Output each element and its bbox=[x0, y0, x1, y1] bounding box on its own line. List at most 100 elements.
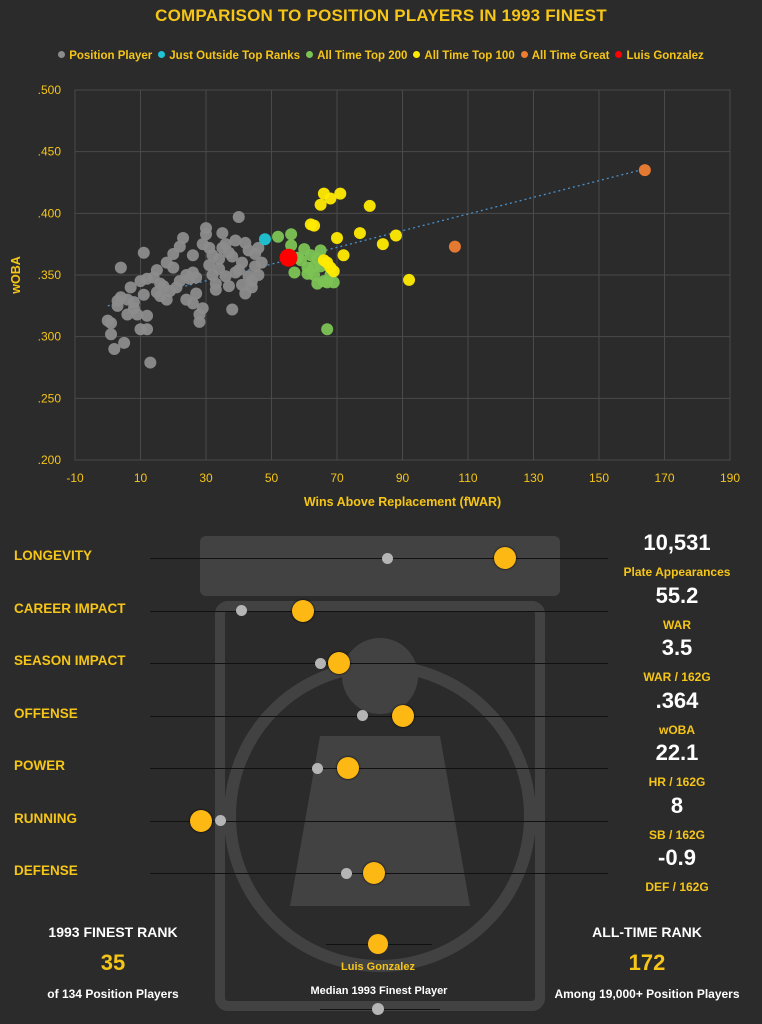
median-dot bbox=[214, 815, 226, 826]
data-point bbox=[127, 302, 140, 315]
data-point bbox=[141, 323, 154, 336]
data-point bbox=[141, 309, 154, 322]
legend-dot-icon bbox=[158, 51, 166, 59]
x-tick-label: 30 bbox=[199, 471, 213, 485]
x-tick-label: 10 bbox=[134, 471, 148, 485]
median-dot bbox=[340, 867, 352, 879]
data-point bbox=[114, 261, 127, 274]
data-point bbox=[219, 238, 232, 251]
player-dot bbox=[336, 757, 359, 779]
legend-dot-icon bbox=[58, 51, 66, 59]
metric-line bbox=[150, 715, 608, 717]
x-tick-label: 130 bbox=[523, 471, 543, 485]
baseball-card-watermark-icon bbox=[200, 536, 560, 1011]
player-dot bbox=[494, 547, 517, 569]
data-point bbox=[186, 297, 199, 310]
legend-dot-icon bbox=[413, 51, 421, 59]
data-point bbox=[160, 293, 173, 306]
legend-item: Just Outside Top Ranks bbox=[158, 50, 300, 62]
x-tick-label: 190 bbox=[720, 471, 740, 485]
data-point bbox=[213, 252, 226, 265]
key-median-dot bbox=[372, 1003, 384, 1015]
stat-value: 3.5 bbox=[661, 635, 693, 660]
x-tick-label: -10 bbox=[66, 471, 84, 485]
data-point bbox=[226, 250, 239, 263]
scatter-chart: .200 .250 .300 .350 .400 .450 .500 -10 10 30 50 70 9… bbox=[9, 83, 740, 509]
y-tick-label: .400 bbox=[38, 206, 62, 220]
legend-dot-icon bbox=[520, 51, 528, 59]
metrics-panel: LONGEVITY 10,531 Plate Appearances CAREER I… bbox=[0, 520, 762, 1024]
data-point bbox=[137, 246, 150, 259]
player-point bbox=[279, 248, 298, 267]
metric-line bbox=[150, 610, 608, 612]
legend-item: All Time Top 100 bbox=[413, 50, 515, 62]
legend-label: All Time Great bbox=[531, 50, 610, 62]
data-point bbox=[285, 228, 298, 241]
data-point bbox=[327, 265, 340, 278]
data-point bbox=[108, 343, 121, 355]
median-dot bbox=[356, 710, 368, 721]
legend-item: Position Player bbox=[58, 50, 152, 62]
x-tick-label: 90 bbox=[396, 471, 410, 485]
y-tick-label: .300 bbox=[38, 330, 62, 344]
player-dot bbox=[292, 599, 315, 622]
player-dot bbox=[328, 652, 351, 674]
data-point bbox=[173, 275, 186, 288]
data-point bbox=[389, 229, 402, 242]
y-tick-label: .500 bbox=[38, 83, 62, 97]
key-player-dot bbox=[368, 934, 388, 954]
data-point bbox=[638, 164, 651, 177]
data-point bbox=[190, 287, 203, 300]
data-point bbox=[448, 240, 461, 253]
stat-unit: Plate Appearances bbox=[623, 565, 731, 579]
finest-rank-subtext: of 134 Position Players bbox=[47, 987, 179, 1001]
metric-line bbox=[150, 663, 608, 664]
data-point bbox=[314, 198, 327, 211]
metric-line bbox=[150, 768, 608, 769]
data-point bbox=[334, 187, 347, 200]
y-tick-label: .200 bbox=[38, 453, 62, 467]
data-point bbox=[167, 261, 180, 274]
data-point bbox=[186, 266, 199, 279]
data-point bbox=[353, 227, 366, 240]
key-median-label: Median 1993 Finest Player bbox=[310, 985, 448, 997]
data-point bbox=[105, 328, 118, 341]
legend: Position Player Just Outside Top Ranks All… bbox=[0, 50, 762, 62]
data-point bbox=[200, 228, 212, 241]
metric-label: SEASON IMPACT bbox=[14, 653, 126, 668]
stat-value: 55.2 bbox=[655, 582, 699, 608]
legend-label: All Time Top 200 bbox=[317, 50, 408, 62]
stat-unit: wOBA bbox=[659, 722, 695, 737]
y-tick-label: .350 bbox=[38, 268, 62, 282]
x-axis-label: Wins Above Replacement (fWAR) bbox=[304, 495, 501, 509]
stat-value: .364 bbox=[655, 687, 699, 713]
data-point bbox=[124, 281, 137, 294]
legend-label: Just Outside Top Ranks bbox=[169, 50, 301, 62]
stat-unit: HR / 162G bbox=[648, 775, 706, 789]
data-point bbox=[209, 277, 222, 290]
data-point bbox=[177, 232, 190, 244]
trendline bbox=[107, 168, 646, 307]
data-point bbox=[236, 256, 249, 269]
data-point bbox=[272, 230, 285, 243]
data-point bbox=[285, 239, 298, 252]
data-point bbox=[203, 259, 216, 272]
legend-label: Position Player bbox=[69, 50, 153, 62]
data-point bbox=[324, 192, 337, 205]
data-point bbox=[252, 241, 265, 254]
data-point bbox=[105, 317, 118, 330]
data-point bbox=[118, 336, 131, 349]
finest-rank-heading: 1993 FINEST RANK bbox=[48, 924, 178, 940]
data-point bbox=[301, 261, 314, 274]
data-point bbox=[186, 249, 199, 262]
legend-item: All Time Great bbox=[520, 50, 610, 62]
data-point bbox=[255, 256, 268, 269]
metric-label: OFFENSE bbox=[14, 705, 78, 721]
data-point bbox=[376, 238, 389, 251]
data-point bbox=[222, 280, 235, 293]
chart-title: COMPARISON TO POSITION PLAYERS IN 1993 F… bbox=[155, 6, 607, 25]
metric-line bbox=[150, 558, 608, 559]
player-dot bbox=[362, 862, 385, 884]
data-point bbox=[363, 199, 376, 212]
legend-item: All Time Top 200 bbox=[306, 50, 407, 62]
